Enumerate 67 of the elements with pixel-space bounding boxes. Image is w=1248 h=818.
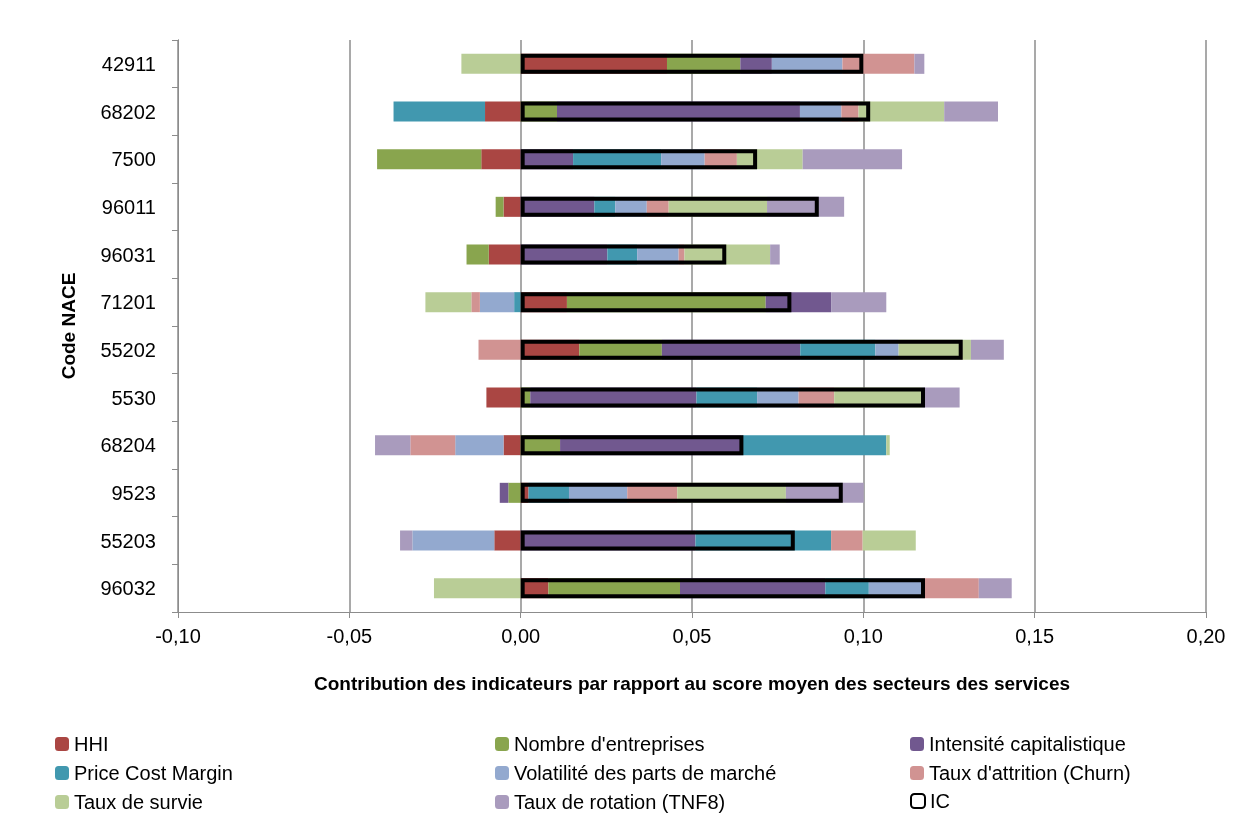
y-tick-label: 9523 [111, 481, 156, 504]
y-tick-label: 96011 [101, 195, 156, 218]
bar [478, 339, 521, 360]
bar [479, 292, 515, 313]
legend-label: Taux d'attrition (Churn) [929, 762, 1131, 784]
bar [831, 292, 887, 313]
x-tick-label: 0,00 [501, 625, 541, 647]
legend-label: Taux de survie [74, 791, 203, 813]
y-axis-title: Code NACE [58, 272, 79, 380]
bar [944, 101, 998, 122]
bar [485, 101, 521, 122]
bar [886, 435, 890, 456]
bar [471, 292, 480, 313]
bar [461, 53, 521, 74]
y-tick-label: 55202 [100, 338, 156, 361]
bar [377, 149, 482, 170]
y-tick-label: 96031 [100, 243, 156, 266]
bar [978, 578, 1012, 599]
bar [503, 435, 521, 456]
x-tick-label: -0,10 [155, 625, 201, 647]
bar [481, 149, 521, 170]
bar [858, 101, 945, 122]
y-tick-label: 68202 [100, 100, 156, 123]
bar [393, 101, 486, 122]
y-tick-label: 7500 [111, 148, 156, 171]
bar [455, 435, 504, 456]
legend-label: HHI [74, 733, 109, 755]
bar [514, 292, 521, 313]
y-tick-label: 42911 [101, 52, 156, 75]
bar [499, 482, 509, 503]
x-tick-label: 0,20 [1186, 625, 1226, 647]
y-tick-label: 96032 [100, 577, 156, 600]
x-axis-title: Contribution des indicateurs par rapport au score moyen des secteurs des services [313, 673, 1071, 694]
legend-label: Nombre d'entreprises [514, 733, 705, 755]
bar [375, 435, 411, 456]
bar [495, 196, 504, 217]
legend-label: Volatilité des parts de marché [514, 762, 777, 784]
bar [831, 530, 863, 551]
bar [970, 339, 1004, 360]
bar [494, 530, 521, 551]
bar [486, 387, 521, 408]
legend-label: IC [930, 790, 950, 812]
bar [922, 387, 960, 408]
bar [412, 530, 495, 551]
legend-label: Price Cost Margin [74, 762, 233, 784]
x-tick-label: 0,15 [1015, 625, 1055, 647]
bar [400, 530, 413, 551]
legend-label: Intensité capitalistique [929, 733, 1126, 755]
bar [503, 196, 521, 217]
bar [488, 244, 521, 265]
legend-label: Taux de rotation (TNF8) [514, 791, 726, 813]
bar [914, 53, 925, 74]
x-tick-label: 0,10 [843, 625, 883, 647]
bar [770, 244, 780, 265]
bar [410, 435, 456, 456]
x-tick-label: 0,05 [672, 625, 712, 647]
y-tick-label: 5530 [111, 386, 156, 409]
x-tick-label: -0,05 [326, 625, 373, 647]
bar [802, 149, 903, 170]
y-tick-label: 55203 [100, 529, 156, 552]
bar [425, 292, 472, 313]
bar [433, 578, 521, 599]
y-tick-label: 68204 [100, 434, 156, 457]
bar [508, 482, 521, 503]
y-tick-label: 71201 [100, 291, 156, 314]
bar [862, 530, 916, 551]
bar [466, 244, 489, 265]
